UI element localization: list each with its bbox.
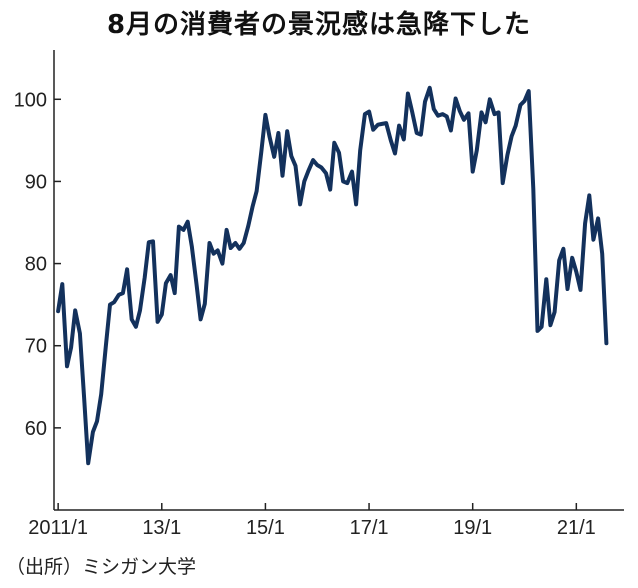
y-tick-label: 70 <box>25 336 47 358</box>
y-tick-label: 90 <box>25 171 47 193</box>
y-tick-label: 80 <box>25 254 47 276</box>
y-tick-label: 60 <box>25 418 47 440</box>
x-axis-ticks: 2011/1 13/1 15/1 17/1 19/1 21/1 <box>28 503 596 539</box>
chart-series <box>56 85 609 466</box>
chart-axes <box>53 50 624 511</box>
x-tick-label: 15/1 <box>246 517 285 539</box>
y-tick-label: 100 <box>14 89 47 111</box>
x-tick-label: 21/1 <box>557 517 596 539</box>
x-tick-label: 17/1 <box>350 517 389 539</box>
x-tick-label: 19/1 <box>453 517 492 539</box>
chart-title: 8月の消費者の景況感は急降下した <box>106 10 532 40</box>
source-note: （出所）ミシガン大学 <box>6 556 197 578</box>
x-tick-label: 2011/1 <box>28 517 88 539</box>
x-tick-label: 13/1 <box>142 517 181 539</box>
y-axis-ticks: 60 70 80 90 100 <box>14 89 61 440</box>
series-line <box>56 85 609 466</box>
